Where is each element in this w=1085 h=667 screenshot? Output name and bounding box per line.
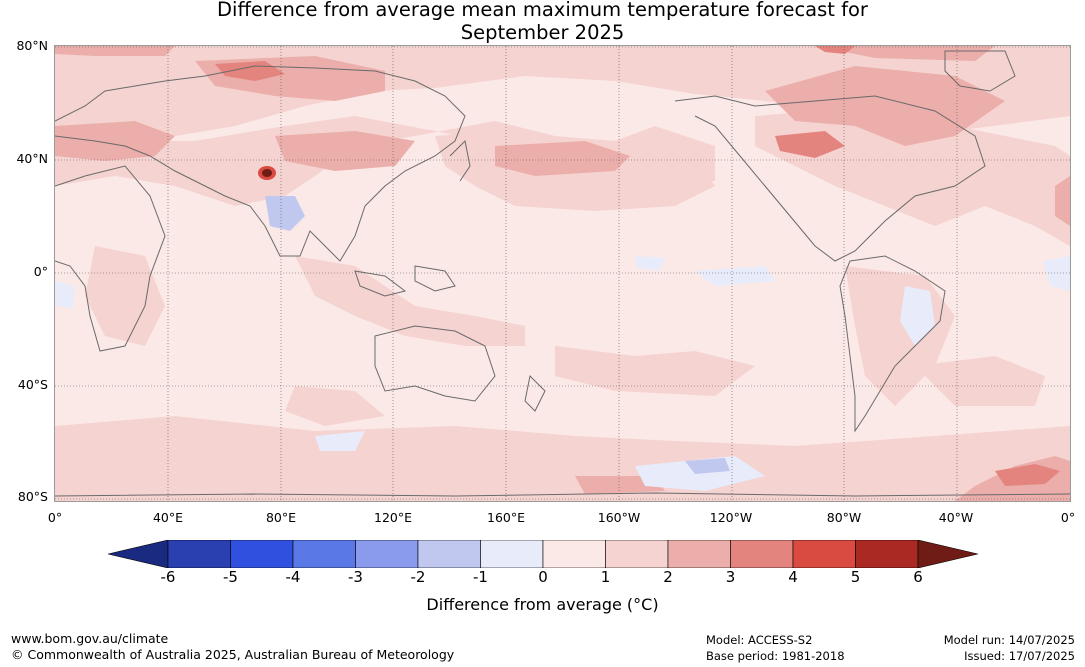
map-title: Difference from average mean maximum tem…	[0, 0, 1085, 44]
temperature-anomaly-map	[54, 45, 1071, 502]
colorbar-swatch	[605, 540, 669, 568]
issued-date: Issued: 17/07/2025	[964, 649, 1075, 663]
colorbar-swatch	[667, 540, 731, 568]
lon-label-40e: 40°E	[152, 510, 184, 525]
lon-label-80w: 80°W	[826, 510, 862, 525]
lon-label-40w: 40°W	[938, 510, 974, 525]
colorbar-tick-label: 2	[663, 568, 673, 586]
colorbar-swatch	[230, 540, 294, 568]
colorbar-swatch	[417, 540, 481, 568]
colorbar-swatch	[792, 540, 856, 568]
colorbar-tick-label: 5	[850, 568, 861, 586]
lon-label-160e: 160°E	[486, 510, 526, 525]
colorbar-tick-label: -6	[160, 568, 176, 586]
colorbar-max-extension	[917, 540, 978, 568]
lat-label-80s: 80°S	[17, 489, 48, 504]
colorbar-swatch	[292, 540, 356, 568]
title-line-2: September 2025	[460, 21, 625, 44]
lon-label-120w: 120°W	[709, 510, 753, 525]
lat-label-80n: 80°N	[16, 38, 48, 53]
colorbar-swatch	[730, 540, 794, 568]
colorbar-swatch	[355, 540, 419, 568]
colorbar-tick-label: -3	[348, 568, 363, 586]
graticule	[55, 46, 1070, 501]
colorbar-swatch	[480, 540, 544, 568]
anomaly-band-3-4	[215, 46, 1060, 486]
coastlines	[55, 50, 1070, 497]
colorbar-tick-label: 1	[600, 568, 611, 586]
colorbar-tick-label: -4	[285, 568, 301, 586]
lon-label-120e: 120°E	[373, 510, 413, 525]
colorbar-tick-label: -1	[473, 568, 488, 586]
colorbar-swatch	[855, 540, 919, 568]
colorbar-swatch	[542, 540, 606, 568]
model-run-date: Model run: 14/07/2025	[943, 633, 1075, 647]
base-period: Base period: 1981-2018	[706, 649, 845, 663]
colorbar-tick-label: 0	[538, 568, 548, 586]
anomaly-band-negative	[55, 196, 1070, 491]
lat-label-0: 0°	[33, 264, 48, 279]
website-link[interactable]: www.bom.gov.au/climate	[11, 631, 169, 646]
colorbar-tick-label: -5	[223, 568, 238, 586]
colorbar-tick-label: 4	[788, 568, 798, 586]
lon-label-0-end: 0°	[1060, 510, 1076, 525]
model-name: Model: ACCESS-S2	[706, 633, 813, 647]
colorbar-tick-label: 3	[725, 568, 736, 586]
anomaly-hotspot	[258, 166, 276, 180]
colorbar-tick-label: 6	[913, 568, 923, 586]
lon-label-80e: 80°E	[265, 510, 297, 525]
colorbar-tick-label: -2	[410, 568, 426, 586]
anomaly-band-1-2	[55, 46, 1070, 501]
lat-label-40s: 40°S	[17, 377, 48, 392]
colorbar	[108, 540, 978, 568]
lon-label-160w: 160°W	[597, 510, 641, 525]
copyright-text: © Commonwealth of Australia 2025, Austra…	[11, 647, 455, 662]
colorbar-label: Difference from average (°C)	[426, 595, 659, 614]
map-canvas	[55, 46, 1070, 501]
colorbar-graphic	[108, 540, 978, 568]
lon-label-0: 0°	[47, 510, 63, 525]
colorbar-swatch	[167, 540, 231, 568]
title-line-1: Difference from average mean maximum tem…	[217, 0, 868, 21]
lat-label-40n: 40°N	[16, 151, 48, 166]
colorbar-min-extension	[108, 540, 169, 568]
